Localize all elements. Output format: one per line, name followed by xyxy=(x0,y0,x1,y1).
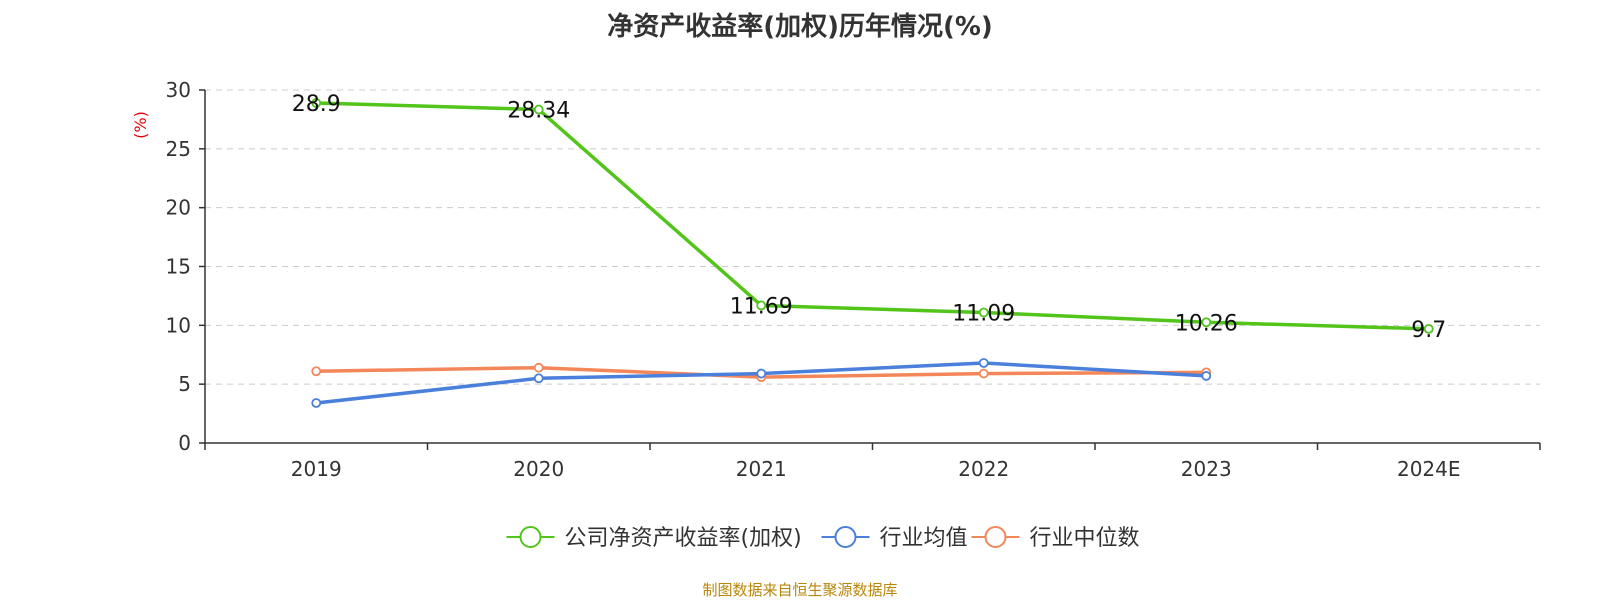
data-point xyxy=(533,104,544,115)
x-tick-label: 2019 xyxy=(291,457,342,481)
data-point xyxy=(1423,323,1434,334)
data-label: 11.69 xyxy=(730,294,793,319)
data-point xyxy=(311,98,322,108)
x-tick-label: 2021 xyxy=(736,457,787,481)
data-label: 10.26 xyxy=(1175,311,1238,336)
data-point xyxy=(978,368,989,379)
y-tick-label: 15 xyxy=(166,255,191,279)
legend-swatch-marker xyxy=(834,526,857,548)
y-axis-label: (%) xyxy=(131,111,150,139)
y-tick-label: 5 xyxy=(178,372,191,396)
data-label: 28.9 xyxy=(292,92,341,117)
data-point xyxy=(1201,371,1212,381)
legend-item-1[interactable]: 行业均值 xyxy=(821,526,968,551)
series-line-0 xyxy=(316,101,1429,331)
data-label: 9.7 xyxy=(1411,318,1446,343)
legend-swatch-marker xyxy=(984,526,1007,548)
legend[interactable]: 公司净资产收益率(加权) 行业均值 行业中位数 xyxy=(506,526,1140,551)
chart-title: 净资产收益率(加权)历年情况(%) xyxy=(607,12,993,42)
x-tick-label: 2023 xyxy=(1181,457,1232,481)
series-lines xyxy=(311,98,1434,408)
data-point xyxy=(533,362,544,373)
data-point xyxy=(756,368,767,379)
x-tick-label: 2024E xyxy=(1397,457,1461,481)
data-point xyxy=(978,358,989,368)
x-tick-label: 2020 xyxy=(513,457,564,481)
grid-lines xyxy=(205,89,1540,385)
legend-item-2[interactable]: 行业中位数 xyxy=(971,526,1140,551)
data-point xyxy=(978,307,989,318)
legend-label: 公司净资产收益率(加权) xyxy=(565,526,802,551)
data-point xyxy=(311,366,322,377)
data-label: 28.34 xyxy=(507,99,570,124)
legend-label: 行业均值 xyxy=(880,526,968,551)
data-labels: 28.9 28.34 11.69 11.09 10.26 9.7 xyxy=(292,92,1446,343)
data-point xyxy=(1201,317,1212,328)
data-point xyxy=(533,373,544,384)
data-point xyxy=(756,300,767,311)
axes: 0 5 10 15 20 25 30 2019 2020 2021 2022 2023 2024E xyxy=(166,78,1541,481)
y-tick-label: 30 xyxy=(166,78,191,102)
data-point xyxy=(311,398,322,408)
y-tick-label: 25 xyxy=(166,137,191,161)
legend-swatch-marker xyxy=(519,526,542,548)
y-tick-label: 20 xyxy=(166,196,191,220)
y-tick-label: 10 xyxy=(166,313,191,337)
legend-label: 行业中位数 xyxy=(1030,526,1140,551)
source-note: 制图数据来自恒生聚源数据库 xyxy=(702,581,898,599)
legend-item-0[interactable]: 公司净资产收益率(加权) xyxy=(506,526,802,551)
y-tick-label: 0 xyxy=(178,431,191,455)
data-label: 11.09 xyxy=(952,302,1015,327)
x-tick-label: 2022 xyxy=(958,457,1009,481)
